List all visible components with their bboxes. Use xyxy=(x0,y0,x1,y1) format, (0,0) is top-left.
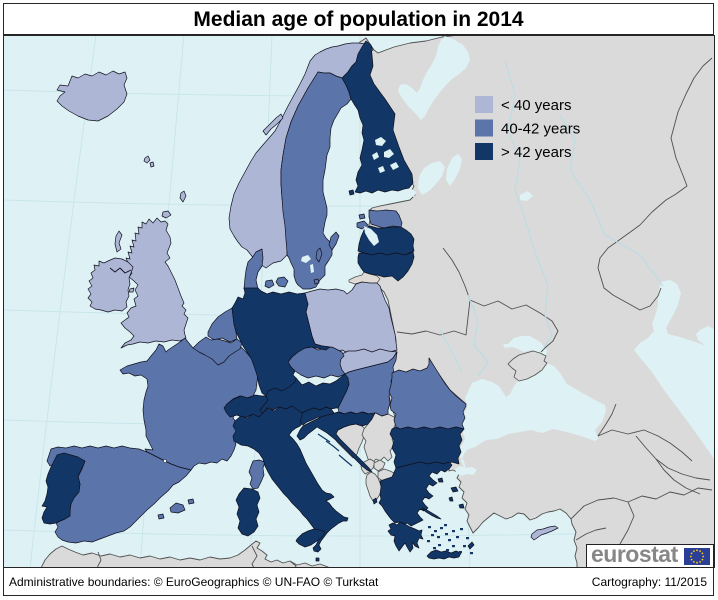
svg-text:< 40 years: < 40 years xyxy=(501,97,571,114)
svg-text:> 42 years: > 42 years xyxy=(501,144,571,161)
svg-text:40-42 years: 40-42 years xyxy=(501,121,580,138)
